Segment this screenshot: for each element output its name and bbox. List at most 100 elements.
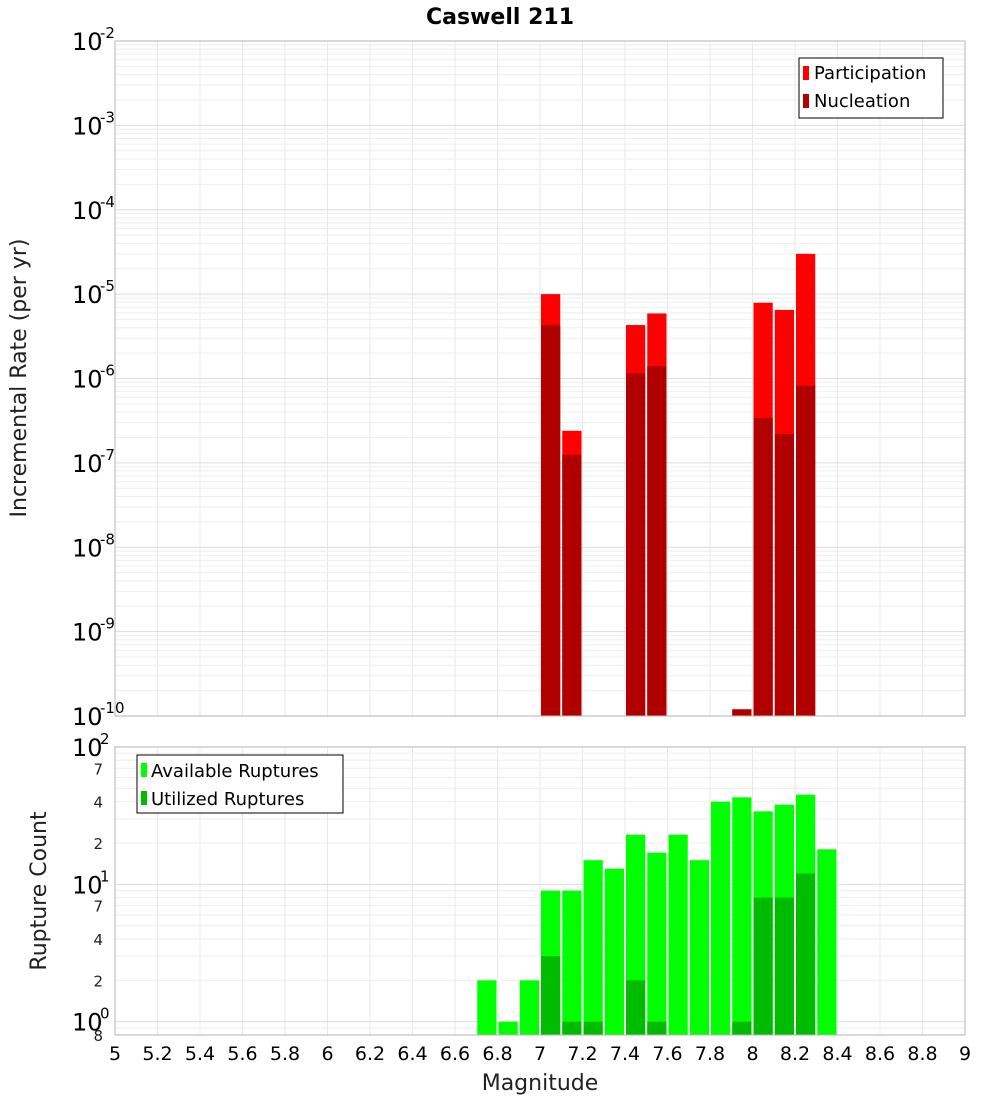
x-axis-label: Magnitude xyxy=(482,1071,599,1096)
bottom-y-tick-label: 10 xyxy=(72,734,103,762)
bar-available-ruptures xyxy=(604,868,624,1035)
bottom-y-tick-exponent: 0 xyxy=(100,1005,110,1023)
x-tick-label: 7.8 xyxy=(695,1043,725,1065)
legend-label-participation: Participation xyxy=(814,63,926,84)
bar-nucleation xyxy=(732,709,752,716)
legend-label-available-ruptures: Available Ruptures xyxy=(151,761,319,782)
x-tick-label: 8.4 xyxy=(822,1043,852,1065)
top-plot-bars xyxy=(541,253,816,716)
bar-utilized-ruptures xyxy=(626,980,646,1035)
bar-nucleation xyxy=(774,433,794,716)
bar-available-ruptures xyxy=(817,849,837,1035)
bottom-y-axis-label: Rupture Count xyxy=(27,811,52,971)
bar-available-ruptures xyxy=(519,980,539,1035)
top-y-tick-label: 10 xyxy=(72,366,103,394)
bottom-plot-frame xyxy=(114,746,966,1036)
bar-nucleation xyxy=(796,385,816,716)
top-y-tick-label: 10 xyxy=(72,534,103,562)
x-tick-label: 6 xyxy=(321,1043,333,1065)
bar-utilized-ruptures xyxy=(753,897,773,1035)
x-tick-label: 5.4 xyxy=(185,1043,215,1065)
bar-utilized-ruptures xyxy=(732,1021,752,1035)
top-y-tick-exponent: -4 xyxy=(100,193,115,211)
bar-available-ruptures xyxy=(711,801,731,1035)
bottom-plot-bars xyxy=(477,794,837,1035)
x-tick-label: 5.6 xyxy=(227,1043,257,1065)
bottom-y-minor-tick-label: 8 xyxy=(93,1027,103,1045)
bottom-y-tick-label: 10 xyxy=(72,871,103,899)
bar-available-ruptures xyxy=(647,852,667,1035)
bar-nucleation xyxy=(753,418,773,716)
top-y-tick-exponent: -3 xyxy=(100,108,115,126)
bottom-y-minor-tick-label: 7 xyxy=(93,760,103,778)
x-tick-label: 7.2 xyxy=(567,1043,597,1065)
x-tick-label: 8 xyxy=(746,1043,758,1065)
bottom-y-minor-tick-label: 2 xyxy=(93,972,103,990)
top-y-tick-label: 10 xyxy=(72,703,103,731)
top-y-axis-ticks: 10-210-310-410-510-610-710-810-910-10 xyxy=(72,24,125,731)
top-y-tick-exponent: -5 xyxy=(100,277,115,295)
x-tick-label: 8.8 xyxy=(907,1043,937,1065)
bottom-y-minor-tick-label: 4 xyxy=(93,931,103,949)
bar-utilized-ruptures xyxy=(541,956,561,1035)
legend-swatch-participation xyxy=(803,66,809,80)
legend-swatch-available-ruptures xyxy=(141,763,147,777)
bottom-y-minor-tick-label: 2 xyxy=(93,835,103,853)
x-tick-label: 9 xyxy=(959,1043,971,1065)
bottom-y-tick-exponent: 1 xyxy=(100,867,110,885)
bottom-y-minor-tick-label: 7 xyxy=(93,898,103,916)
x-tick-label: 5.2 xyxy=(142,1043,172,1065)
legend-swatch-nucleation xyxy=(803,94,809,108)
x-tick-label: 6.8 xyxy=(482,1043,512,1065)
bar-available-ruptures xyxy=(583,860,603,1035)
top-y-tick-label: 10 xyxy=(72,619,103,647)
top-y-tick-label: 10 xyxy=(72,197,103,225)
bar-utilized-ruptures xyxy=(796,873,816,1035)
bottom-legend: Available Ruptures Utilized Ruptures xyxy=(136,754,344,814)
bar-utilized-ruptures xyxy=(562,1021,582,1035)
top-y-tick-exponent: -2 xyxy=(100,24,115,42)
x-tick-label: 8.2 xyxy=(780,1043,810,1065)
x-axis-ticks: 5 5.2 5.4 5.6 5.8 6 6.2 6.4 6.6 6.8 7 7.2 7.4 7.6 7.8 8… xyxy=(109,1043,971,1065)
top-y-tick-label: 10 xyxy=(72,28,103,56)
bar-nucleation xyxy=(647,366,667,716)
bar-utilized-ruptures xyxy=(583,1021,603,1035)
top-y-tick-label: 10 xyxy=(72,112,103,140)
top-y-tick-exponent: -7 xyxy=(100,446,115,464)
bar-available-ruptures xyxy=(477,980,497,1035)
bar-available-ruptures xyxy=(689,860,709,1035)
x-tick-label: 7 xyxy=(534,1043,546,1065)
x-tick-label: 5 xyxy=(109,1043,121,1065)
x-tick-label: 6.4 xyxy=(397,1043,427,1065)
bar-nucleation xyxy=(541,325,561,716)
x-tick-label: 5.8 xyxy=(270,1043,300,1065)
bar-available-ruptures xyxy=(498,1021,518,1035)
bottom-y-tick-exponent: 2 xyxy=(100,730,110,748)
top-legend-box xyxy=(798,57,944,119)
x-tick-label: 7.4 xyxy=(610,1043,640,1065)
top-y-tick-exponent: -8 xyxy=(100,530,115,548)
top-y-tick-exponent: -10 xyxy=(100,699,125,717)
bottom-y-tick-label: 10 xyxy=(72,1009,103,1037)
top-plot-frame xyxy=(114,40,966,717)
legend-label-nucleation: Nucleation xyxy=(814,91,910,112)
chart-title: Caswell 211 xyxy=(426,5,574,30)
x-tick-label: 6.6 xyxy=(440,1043,470,1065)
top-legend: Participation Nucleation xyxy=(798,57,944,119)
x-tick-label: 8.6 xyxy=(865,1043,895,1065)
top-plot-grid xyxy=(114,40,966,717)
legend-swatch-utilized-ruptures xyxy=(141,791,147,805)
bar-available-ruptures xyxy=(668,834,688,1035)
bar-nucleation xyxy=(626,373,646,716)
bar-utilized-ruptures xyxy=(774,897,794,1035)
top-y-tick-label: 10 xyxy=(72,450,103,478)
top-y-tick-label: 10 xyxy=(72,281,103,309)
legend-label-utilized-ruptures: Utilized Ruptures xyxy=(151,789,304,810)
top-y-tick-exponent: -6 xyxy=(100,362,115,380)
bar-available-ruptures xyxy=(732,797,752,1035)
top-y-axis-label: Incremental Rate (per yr) xyxy=(7,239,32,518)
bottom-legend-box xyxy=(136,754,344,814)
x-tick-label: 6.2 xyxy=(355,1043,385,1065)
